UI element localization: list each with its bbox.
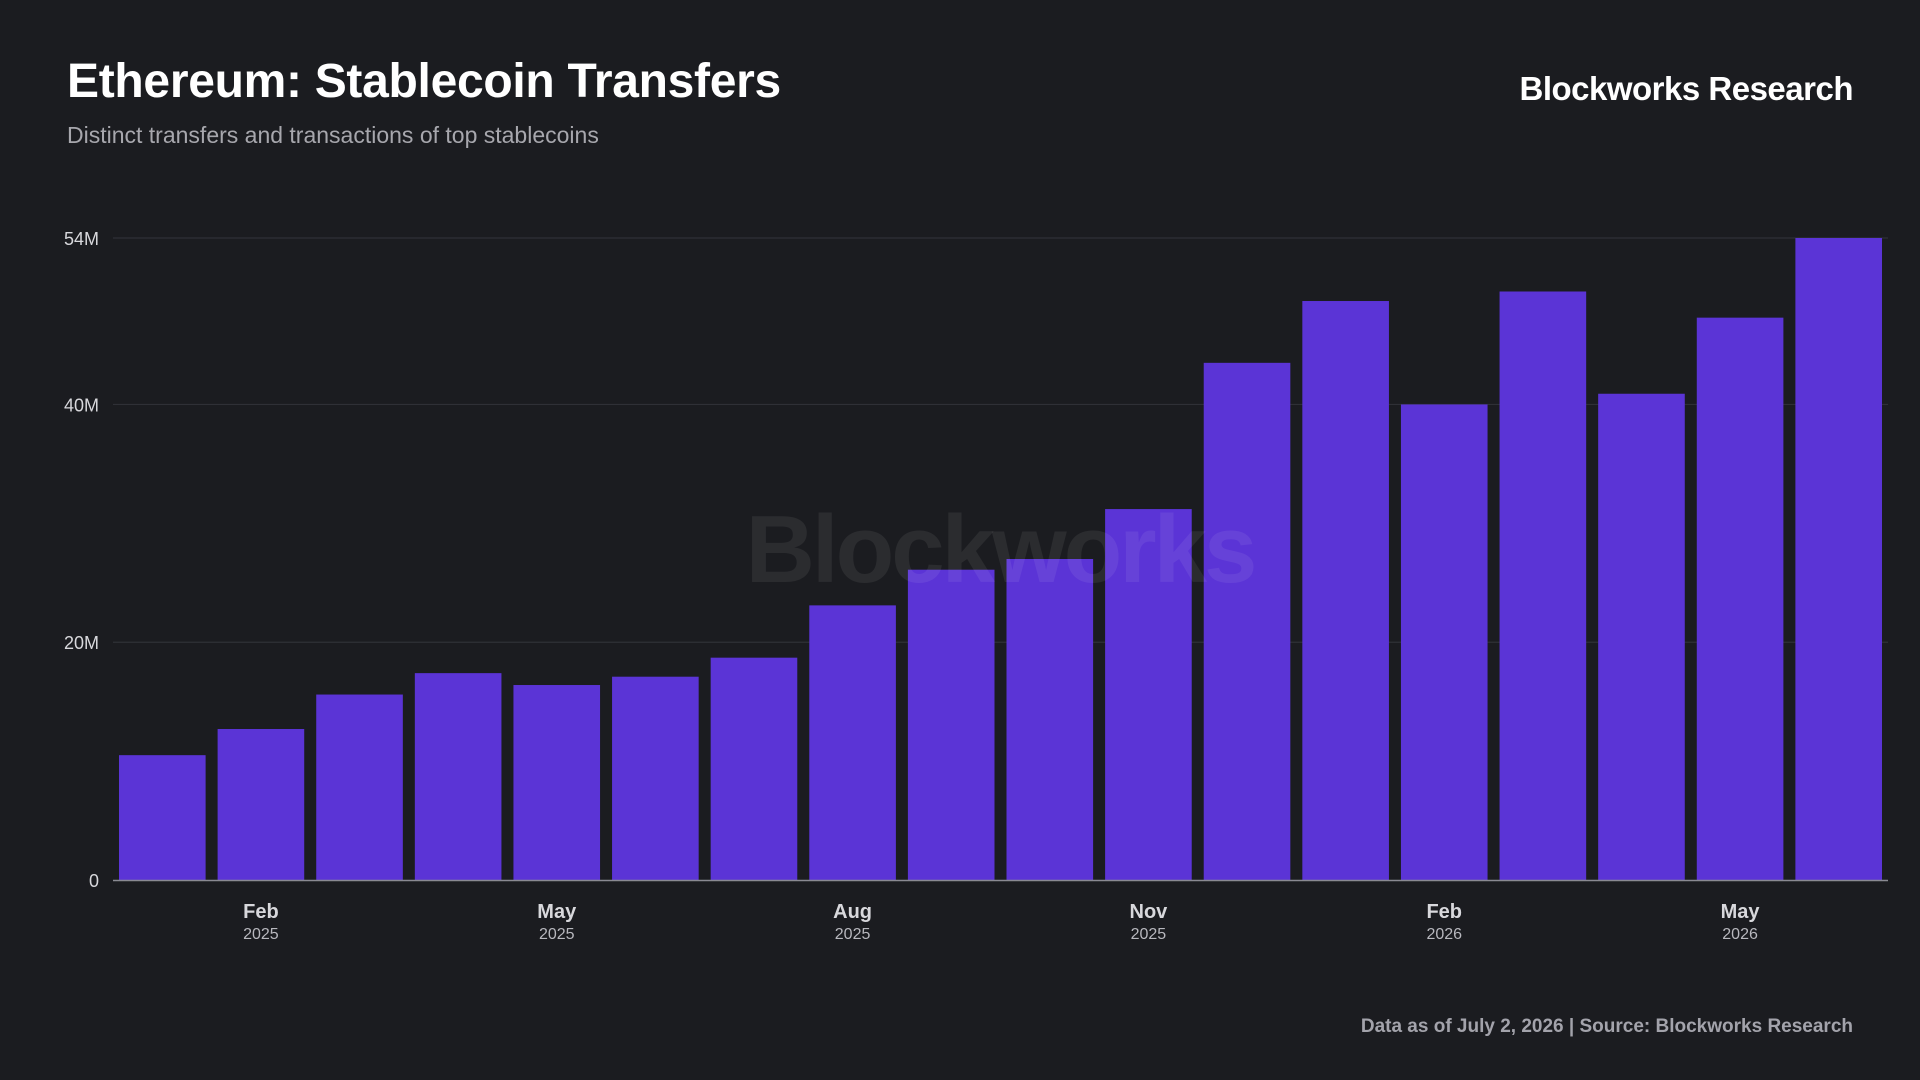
x-tick-year: 2025 [243, 926, 279, 943]
y-tick-label: 20M [64, 633, 99, 653]
bar [217, 729, 305, 880]
bar [1203, 362, 1291, 880]
x-tick-year: 2025 [835, 926, 871, 943]
x-tick-month: May [1721, 901, 1761, 923]
x-tick-month: May [537, 901, 577, 923]
source-note: Data as of July 2, 2026 | Source: Blockw… [1360, 1016, 1853, 1037]
x-tick-year: 2026 [1722, 926, 1758, 943]
bar [809, 605, 896, 880]
x-tick-month: Nov [1130, 901, 1169, 923]
bar [1696, 317, 1784, 881]
brand-logo: Blockworks Research [1519, 70, 1853, 107]
bar [1400, 404, 1488, 880]
bar [612, 676, 699, 880]
bar [1302, 301, 1389, 880]
x-tick-month: Feb [243, 901, 279, 923]
bar [414, 673, 502, 880]
y-tick-label: 40M [64, 395, 99, 415]
bar [513, 685, 601, 880]
bar [1598, 393, 1685, 880]
bar [907, 569, 995, 880]
y-tick-label: 54M [64, 229, 99, 249]
y-tick-label: 0 [89, 871, 99, 891]
x-tick-year: 2025 [539, 926, 575, 943]
bar [710, 657, 798, 880]
bar [1499, 291, 1587, 880]
x-tick-year: 2025 [1131, 926, 1167, 943]
x-tick-month: Feb [1426, 901, 1462, 923]
x-tick-month: Aug [833, 901, 872, 923]
bar [316, 694, 403, 880]
bar [119, 755, 206, 880]
bar [1006, 559, 1094, 880]
x-tick-year: 2026 [1426, 926, 1462, 943]
chart-subtitle: Distinct transfers and transactions of t… [67, 122, 599, 148]
chart-title: Ethereum: Stablecoin Transfers [67, 55, 781, 108]
watermark: Blockworks [746, 496, 1255, 603]
bar [1105, 509, 1192, 880]
bar [1795, 238, 1882, 880]
